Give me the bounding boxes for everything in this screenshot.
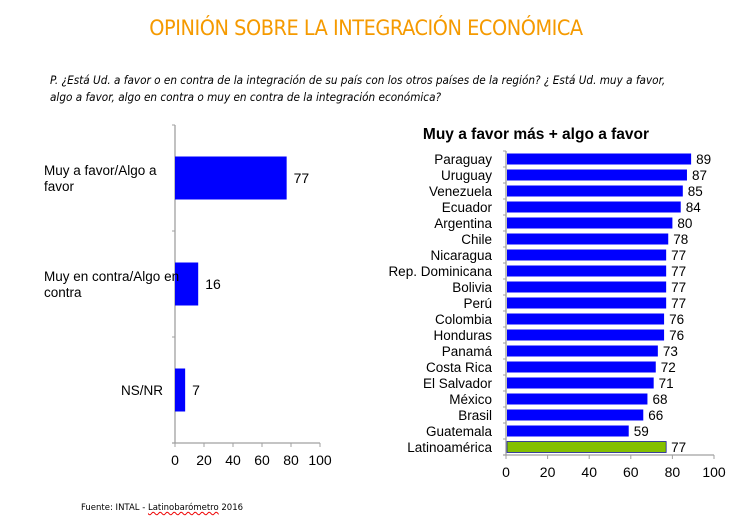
data-label: 76 [669, 328, 684, 343]
category-label: favor [44, 179, 75, 194]
category-label: Costa Rica [426, 360, 493, 375]
data-label: 77 [294, 170, 310, 186]
data-label: 71 [659, 376, 674, 391]
category-label: NS/NR [121, 383, 163, 398]
category-label: Chile [461, 232, 492, 247]
data-label: 76 [669, 312, 684, 327]
category-label: Brasil [458, 408, 492, 423]
bar [507, 153, 692, 165]
chart-title: Muy a favor más + algo a favor [423, 126, 649, 143]
category-label: Venezuela [429, 184, 493, 199]
bar [507, 425, 629, 437]
x-tick-label: 60 [254, 452, 270, 468]
category-label: Perú [463, 296, 492, 311]
data-label: 66 [648, 408, 663, 423]
data-label: 84 [686, 200, 702, 215]
bar [507, 201, 681, 213]
bar [507, 233, 669, 245]
data-label: 77 [671, 264, 686, 279]
category-label: Rep. Dominicana [388, 264, 492, 279]
x-tick-label: 20 [196, 452, 212, 468]
survey-question: P. ¿Está Ud. a favor o en contra de la i… [50, 72, 685, 106]
question-line-1: P. ¿Está Ud. a favor o en contra de la i… [50, 73, 666, 87]
x-tick-label: 60 [623, 464, 639, 480]
category-label: contra [44, 285, 82, 300]
category-label: Panamá [442, 344, 493, 359]
category-label: Latinoamérica [407, 440, 492, 455]
category-label: Uruguay [441, 168, 492, 183]
data-label: 89 [696, 152, 711, 167]
page-title: OPINIÓN SOBRE LA INTEGRACIÓN ECONÓMICA [149, 16, 583, 40]
category-label: Muy en contra/Algo en [44, 269, 179, 284]
bar [507, 265, 667, 277]
x-tick-label: 40 [225, 452, 241, 468]
data-label: 7 [192, 382, 200, 398]
source-prefix: Fuente: INTAL - [81, 503, 148, 513]
data-label: 16 [205, 276, 221, 292]
data-label: 77 [671, 280, 686, 295]
question-line-2: algo a favor, algo en contra o muy en co… [50, 90, 442, 104]
data-label: 77 [671, 296, 686, 311]
data-label: 78 [673, 232, 688, 247]
source-note: Fuente: INTAL - Latinobarómetro 2016 [81, 503, 243, 513]
source-name: Latinobarómetro [147, 503, 219, 513]
bar [175, 156, 287, 200]
bar [507, 345, 658, 357]
data-label: 59 [634, 424, 649, 439]
data-label: 85 [688, 184, 703, 199]
source-year: 2016 [218, 503, 244, 513]
category-label: Honduras [433, 328, 492, 343]
category-label: Paraguay [434, 152, 492, 167]
category-label: Bolivia [452, 280, 492, 295]
category-label: Nicaragua [430, 248, 492, 263]
bar [507, 281, 667, 293]
data-label: 77 [671, 440, 686, 455]
data-label: 72 [661, 360, 676, 375]
x-tick-label: 0 [502, 464, 510, 480]
x-tick-label: 0 [171, 452, 179, 468]
data-label: 68 [652, 392, 667, 407]
data-label: 87 [692, 168, 707, 183]
bar [507, 377, 654, 389]
x-tick-label: 20 [540, 464, 556, 480]
category-label: Colombia [435, 312, 493, 327]
x-tick-label: 100 [702, 464, 726, 480]
bar [507, 361, 656, 373]
bar [507, 169, 687, 181]
category-label: El Salvador [423, 376, 493, 391]
bar [507, 249, 667, 261]
data-label: 80 [677, 216, 692, 231]
category-label: México [449, 392, 492, 407]
bar [507, 185, 683, 197]
x-tick-label: 80 [283, 452, 299, 468]
x-tick-label: 40 [581, 464, 597, 480]
bar [507, 329, 665, 341]
data-label: 73 [663, 344, 678, 359]
x-tick-label: 80 [665, 464, 681, 480]
bar [507, 393, 648, 405]
bar [175, 368, 186, 412]
x-tick-label: 100 [308, 452, 332, 468]
bar [507, 297, 667, 309]
bar [507, 409, 644, 421]
bar-highlight [506, 441, 667, 453]
category-label: Guatemala [426, 424, 493, 439]
bar [175, 262, 199, 306]
bar [507, 313, 665, 325]
category-label: Ecuador [442, 200, 493, 215]
data-label: 77 [671, 248, 686, 263]
category-label: Muy a favor/Algo a [44, 163, 157, 178]
bar [507, 217, 673, 229]
category-label: Argentina [434, 216, 492, 231]
